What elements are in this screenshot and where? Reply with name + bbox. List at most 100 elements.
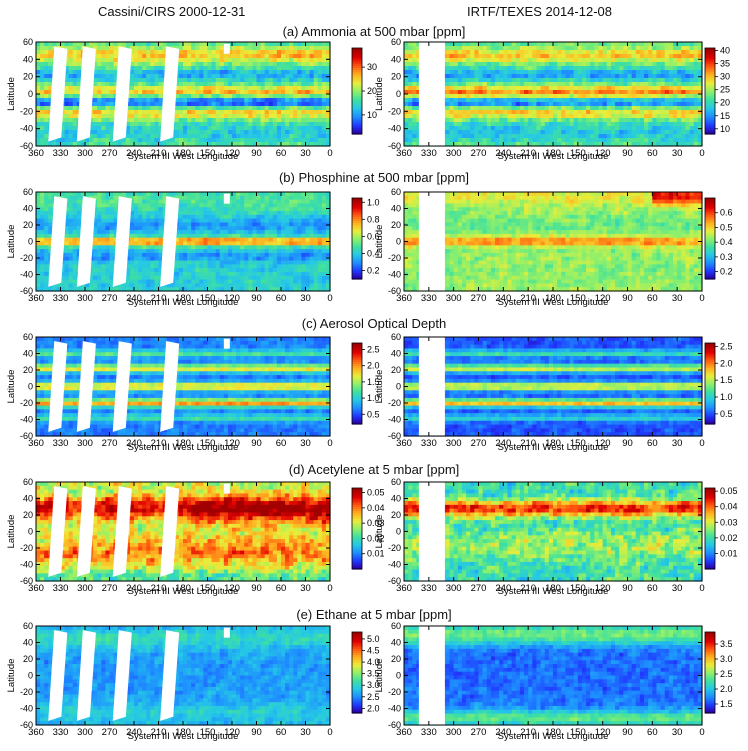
ethane-cassini-ytick-label: -60 (20, 720, 33, 730)
ammonia-texes-colorbar-tick-label: 40 (720, 46, 730, 56)
ethane-texes-xtick-label: 270 (471, 727, 487, 738)
acetylene-cassini-colorbar-tick-label: 0.01 (367, 549, 385, 559)
ethane-texes-heatmap (404, 626, 703, 726)
aerosol-texes-ytick-label: -40 (388, 415, 401, 425)
phosphine-texes-colorbar-tick-label: 0.6 (720, 208, 733, 218)
ammonia-cassini-ytick-label: 20 (23, 72, 33, 82)
phosphine-texes-colorbar-tick-label: 0.2 (720, 267, 733, 277)
ammonia-texes-xtick-label: 240 (495, 148, 511, 159)
aerosol-texes-ylabel: Latitude (374, 370, 385, 404)
acetylene-cassini-xtick-label: 180 (175, 583, 191, 594)
aerosol-cassini-xtick-label: 300 (77, 438, 93, 449)
ammonia-texes-heatmap (404, 42, 703, 147)
ammonia-cassini-colorbar-tick-label: 20 (367, 86, 377, 96)
acetylene-texes-ytick-label: -60 (388, 576, 401, 586)
phosphine-texes-xtick-label: 90 (622, 293, 633, 304)
aerosol-cassini-xtick-label: 0 (327, 438, 332, 449)
aerosol-cassini-ytick-label: -60 (20, 431, 33, 441)
acetylene-texes-xtick-label: 360 (396, 583, 412, 594)
ammonia-texes-ylabel: Latitude (374, 77, 385, 111)
acetylene-cassini-xtick-label: 0 (327, 583, 332, 594)
ammonia-texes-xtick-label: 360 (396, 148, 412, 159)
ammonia-texes-colorbar-tick-label: 20 (720, 98, 730, 108)
phosphine-cassini-ytick-label: -60 (20, 286, 33, 296)
phosphine-texes-xtick-label: 210 (520, 293, 536, 304)
phosphine-texes-xtick-label: 180 (545, 293, 561, 304)
acetylene-cassini-xtick-label: 300 (77, 583, 93, 594)
row-title-aerosol: (c) Aerosol Optical Depth (301, 316, 447, 331)
aerosol-cassini-xtick-label: 150 (200, 438, 216, 449)
ammonia-texes-colorbar-tick-label: 35 (720, 59, 730, 69)
ammonia-texes-colorbar-tick-label: 10 (720, 124, 730, 134)
aerosol-texes-data-gaps (418, 337, 445, 436)
acetylene-texes-ytick-label: 60 (391, 477, 401, 487)
ethane-texes-xtick-label: 120 (595, 727, 611, 738)
ammonia-cassini-colorbar: 10 20 30 (351, 47, 377, 135)
aerosol-cassini-xtick-label: 90 (251, 438, 262, 449)
ammonia-cassini-xtick-label: 330 (53, 148, 69, 159)
ethane-texes-ylabel: Latitude (374, 659, 385, 693)
ethane-texes-colorbar-tick-label: 1.5 (720, 699, 733, 709)
ethane-cassini-colorbar-tick-label: 4.5 (367, 646, 380, 656)
aerosol-cassini-xtick-label: 360 (28, 438, 44, 449)
ammonia-texes-ytick-label: 40 (391, 54, 401, 64)
phosphine-texes-xtick-label: 270 (471, 293, 487, 304)
phosphine-texes-data-gaps (418, 192, 445, 291)
phosphine-cassini-xtick-label: 30 (300, 293, 311, 304)
acetylene-texes-xtick-label: 330 (421, 583, 437, 594)
acetylene-cassini-ytick-label: 0 (28, 527, 33, 537)
acetylene-cassini-ytick-label: -60 (20, 576, 33, 586)
acetylene-cassini-xtick-label: 360 (28, 583, 44, 594)
acetylene-texes-ytick-label: -40 (388, 560, 401, 570)
phosphine-cassini-xtick-label: 0 (327, 293, 332, 304)
ethane-cassini-xtick-label: 360 (28, 727, 44, 738)
aerosol-cassini-xtick-label: 330 (53, 438, 69, 449)
phosphine-cassini-xtick-label: 180 (175, 293, 191, 304)
phosphine-texes-xtick-label: 60 (647, 293, 658, 304)
ethane-cassini-ytick-label: 40 (23, 638, 33, 648)
phosphine-cassini-ytick-label: 20 (23, 220, 33, 230)
aerosol-texes-colorbar-tick-label: 1.0 (720, 392, 733, 402)
acetylene-texes-xlabel: System III West Longitude (498, 586, 609, 597)
acetylene-cassini-xtick-label: 90 (251, 583, 262, 594)
ammonia-cassini-ytick-label: -60 (20, 141, 33, 151)
ethane-texes-xtick-label: 90 (622, 727, 633, 738)
aerosol-texes-ytick-label: -20 (388, 398, 401, 408)
phosphine-cassini-colorbar-tick-label: 0.8 (367, 214, 380, 224)
acetylene-cassini-colorbar-tick-label: 0.05 (367, 488, 385, 498)
acetylene-cassini-xtick-label: 210 (151, 583, 167, 594)
phosphine-cassini-ylabel: Latitude (6, 225, 17, 259)
ammonia-cassini-xtick-label: 90 (251, 148, 262, 159)
ethane-cassini-xtick-label: 30 (300, 727, 311, 738)
ethane-cassini-xtick-label: 240 (126, 727, 142, 738)
phosphine-cassini-panel: 360 330 300 270 240 210 180 150 120 90 60 30 0604020… (6, 187, 380, 308)
ammonia-texes-xtick-label: 60 (647, 148, 658, 159)
acetylene-texes-xtick-label: 180 (545, 583, 561, 594)
ammonia-texes-ytick-label: 20 (391, 72, 401, 82)
ethane-cassini-heatmap (36, 626, 331, 726)
ethane-texes-colorbar-tick-label: 3.5 (720, 639, 733, 649)
phosphine-cassini-ytick-label: 60 (23, 187, 33, 197)
ammonia-texes-xtick-label: 270 (471, 148, 487, 159)
phosphine-texes-xtick-label: 240 (495, 293, 511, 304)
ethane-texes-ytick-label: 20 (391, 654, 401, 664)
acetylene-texes-xtick-label: 30 (672, 583, 683, 594)
aerosol-texes-xtick-label: 360 (396, 438, 412, 449)
ammonia-cassini-ylabel: Latitude (6, 77, 17, 111)
ethane-cassini-colorbar-tick-label: 2.0 (367, 703, 380, 713)
ethane-cassini-ylabel: Latitude (6, 659, 17, 693)
aerosol-texes-xtick-label: 180 (545, 438, 561, 449)
acetylene-texes-panel: 360 330 300 270 240 210 180 150 120 90 60 30 0604020… (374, 477, 738, 597)
aerosol-texes-xtick-label: 120 (595, 438, 611, 449)
ammonia-cassini-xtick-label: 270 (102, 148, 118, 159)
ethane-cassini-ytick-label: 0 (28, 671, 33, 681)
phosphine-cassini-xtick-label: 210 (151, 293, 167, 304)
aerosol-cassini-xtick-label: 30 (300, 438, 311, 449)
ethane-texes-xtick-label: 0 (699, 727, 704, 738)
ammonia-texes-ytick-label: 60 (391, 37, 401, 47)
aerosol-cassini-colorbar-tick-label: 2.0 (367, 361, 380, 371)
acetylene-cassini-ytick-label: 20 (23, 510, 33, 520)
acetylene-texes-colorbar-tick-label: 0.05 (720, 486, 738, 496)
acetylene-texes-ylabel: Latitude (374, 515, 385, 549)
